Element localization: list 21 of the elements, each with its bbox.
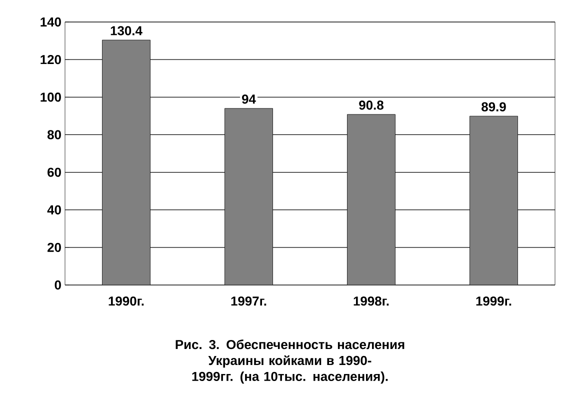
bar (224, 108, 273, 285)
y-tick-label: 60 (48, 168, 61, 177)
y-tick-label: 140 (40, 17, 61, 27)
bar (347, 114, 396, 285)
y-tick-label: 80 (47, 130, 61, 140)
x-tick-label: 1999г. (476, 296, 512, 306)
x-tick-label: 1997г. (231, 296, 266, 306)
y-tick-label: 120 (40, 54, 61, 64)
x-tick-label: 1990г. (108, 296, 144, 306)
data-label: 90.8 (359, 100, 384, 110)
bar (102, 40, 150, 285)
y-tick-label: 100 (40, 92, 61, 102)
data-label: 94 (242, 94, 256, 104)
y-tick-label: 0 (54, 280, 61, 290)
bar (470, 116, 518, 285)
data-label: 130.4 (110, 26, 142, 36)
data-label: 89.9 (482, 102, 506, 112)
x-tick-label: 1998г. (354, 296, 389, 306)
y-tick-label: 40 (47, 205, 61, 214)
y-tick-label: 20 (48, 242, 61, 252)
text: Рис. 3. Обеспеченность населения Украины койками в 1990-1999гг. (на 10тыс. населения). (176, 340, 404, 384)
